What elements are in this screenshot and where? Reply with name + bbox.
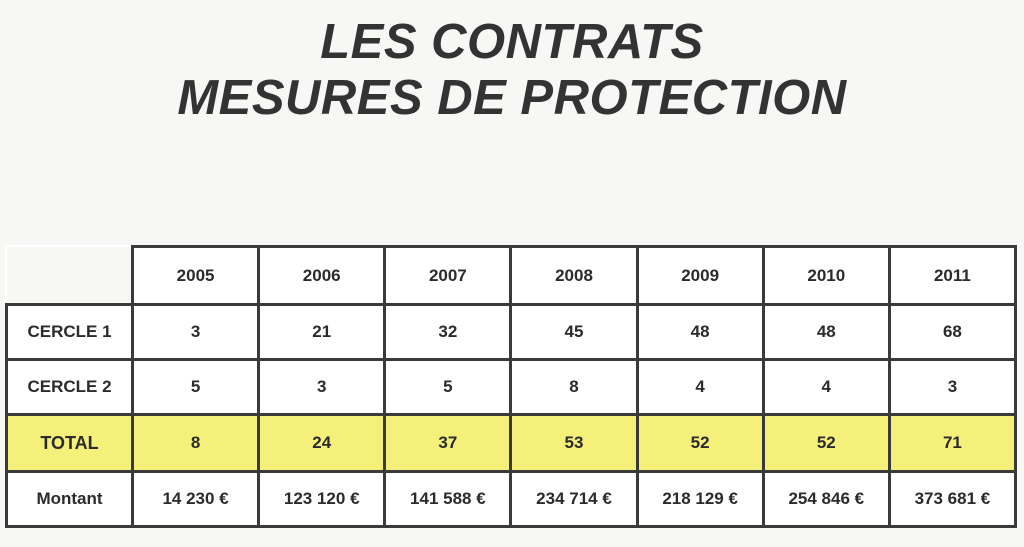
- table-cell: 52: [761, 413, 891, 473]
- row-label: Montant: [5, 470, 134, 528]
- table-cell: 45: [509, 303, 639, 361]
- table-cell: 3: [887, 358, 1018, 416]
- table-cell: 48: [761, 303, 891, 361]
- year-header: 2009: [635, 245, 765, 306]
- year-header: 2006: [257, 245, 387, 306]
- table-row-cercle-2: CERCLE 2 5 3 5 8 4 4 3: [5, 358, 1018, 416]
- table-cell: 37: [383, 413, 513, 473]
- table-cell: 24: [257, 413, 387, 473]
- table-cell: 254 846 €: [761, 470, 891, 528]
- table-cell: 4: [761, 358, 891, 416]
- title-line-1: LES CONTRATS: [320, 15, 704, 69]
- year-header: 2005: [130, 245, 261, 306]
- table-cell: 3: [257, 358, 387, 416]
- table-cell: 71: [887, 413, 1018, 473]
- table-cell: 373 681 €: [887, 470, 1018, 528]
- year-header: 2007: [383, 245, 513, 306]
- table-cell: 8: [130, 413, 261, 473]
- table-cell: 68: [887, 303, 1018, 361]
- table-cell: 218 129 €: [635, 470, 765, 528]
- year-header: 2008: [509, 245, 639, 306]
- row-label: CERCLE 2: [5, 358, 134, 416]
- table-cell: 14 230 €: [130, 470, 261, 528]
- table-row-montant: Montant 14 230 € 123 120 € 141 588 € 234…: [5, 470, 1018, 528]
- table-row-cercle-1: CERCLE 1 3 21 32 45 48 48 68: [5, 303, 1018, 361]
- row-label: TOTAL: [5, 413, 134, 473]
- table-cell: 53: [509, 413, 639, 473]
- table-cell: 3: [130, 303, 261, 361]
- table-cell: 48: [635, 303, 765, 361]
- table-cell: 141 588 €: [383, 470, 513, 528]
- table-cell: 4: [635, 358, 765, 416]
- table-cell: 5: [383, 358, 513, 416]
- page-title: LES CONTRATS MESURES DE PROTECTION: [0, 14, 1024, 126]
- table-cell: 5: [130, 358, 261, 416]
- table-cell: 21: [257, 303, 387, 361]
- table-cell: 52: [635, 413, 765, 473]
- title-line-2: MESURES DE PROTECTION: [177, 71, 847, 125]
- year-header: 2011: [887, 245, 1018, 306]
- table-row-total: TOTAL 8 24 37 53 52 52 71: [5, 413, 1018, 473]
- table-cell: 32: [383, 303, 513, 361]
- year-header: 2010: [761, 245, 891, 306]
- row-label: CERCLE 1: [5, 303, 134, 361]
- table-cell: 8: [509, 358, 639, 416]
- contracts-table: 2005 2006 2007 2008 2009 2010 2011 CERCL…: [5, 245, 1018, 528]
- table-cell: 234 714 €: [509, 470, 639, 528]
- header-row: 2005 2006 2007 2008 2009 2010 2011: [6, 245, 1018, 306]
- table-cell: 123 120 €: [257, 470, 387, 528]
- corner-cell: [6, 246, 134, 306]
